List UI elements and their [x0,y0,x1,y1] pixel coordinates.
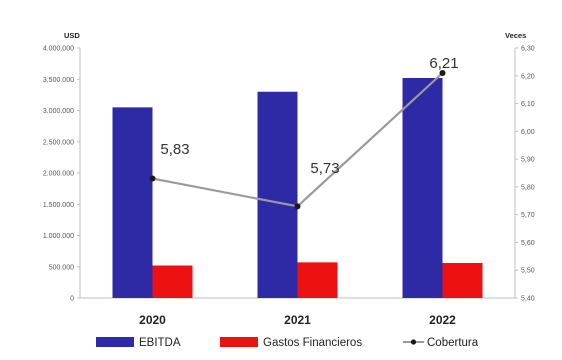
data-label: 5,73 [310,160,339,177]
data-labels: 5,83 5,73 6,21 [160,55,458,177]
legend-label-cobertura: Cobertura [427,337,479,349]
cobertura-point [439,70,446,76]
right-tick-label: 5,80 [521,184,535,191]
data-label: 5,83 [160,141,189,158]
legend-swatch-ebitda [96,337,134,347]
legend-label-gastos-financieros: Gastos Financieros [263,337,362,349]
legend-marker-cobertura [410,339,417,345]
left-tick-label: 3.500.000 [43,77,74,84]
left-tick-label: 3.000.000 [43,108,74,115]
cobertura-point [294,203,301,210]
right-tick-label: 5,40 [521,296,535,303]
legend: EBITDA Gastos Financieros Cobertura [96,337,479,349]
right-tick-label: 5,60 [521,240,535,247]
gastos-financieros-bar [152,265,193,298]
ebitda-bar [257,91,298,298]
x-category-label: 2021 [284,313,311,327]
left-tick-label: 0 [70,296,74,303]
left-tick-label: 1.500.000 [43,202,74,209]
ebitda-bar [402,78,443,298]
left-tick-label: 500.000 [49,264,74,271]
x-category-label: 2022 [429,313,456,327]
ebitda-bar [112,107,153,298]
gastos-financieros-bar [442,263,483,298]
left-tick-label: 1.000.000 [43,233,74,240]
right-tick-label: 5,50 [521,268,535,275]
x-category-label: 2020 [139,313,166,327]
gastos-financieros-bar [297,262,338,298]
right-tick-label: 5,90 [521,157,535,164]
left-tick-label: 4.000.000 [43,46,74,53]
cobertura-point [149,175,156,182]
right-tick-label: 6,30 [521,46,535,53]
legend-swatch-gastos-financieros [220,337,258,347]
left-tick-label: 2.000.000 [43,171,74,178]
left-tick-label: 2.500.000 [43,139,74,146]
data-label: 6,21 [429,55,458,72]
right-tick-label: 6,10 [521,101,535,108]
right-axis-unit-label: Veces [505,31,526,40]
right-tick-label: 6,20 [521,73,535,80]
right-tick-label: 6,00 [521,129,535,136]
bars [112,78,483,298]
left-axis-unit-label: USD [64,31,80,40]
right-tick-label: 5,70 [521,212,535,219]
coverage-line [149,70,446,210]
legend-label-ebitda: EBITDA [139,337,181,349]
